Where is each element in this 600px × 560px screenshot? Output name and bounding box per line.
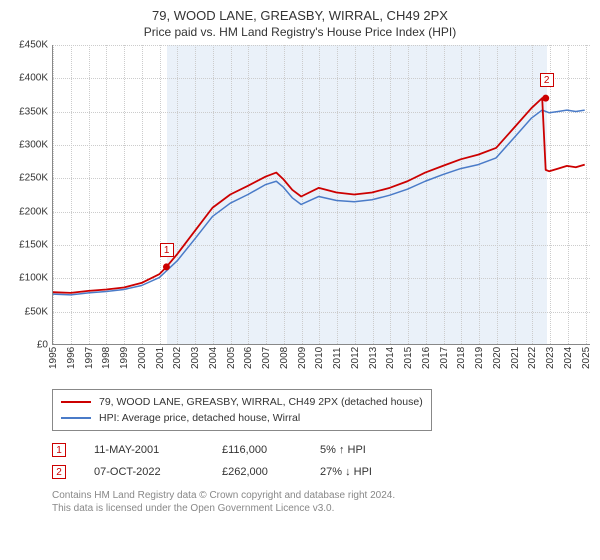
x-tick-label: 2005 [226,347,237,369]
sale-marker-dot [542,95,549,102]
y-tick-label: £200K [19,206,48,217]
legend-item: HPI: Average price, detached house, Wirr… [61,410,423,426]
legend-swatch [61,401,91,403]
sales-table: 1 11-MAY-2001 £116,000 5% ↑ HPI 2 07-OCT-2022… [52,439,590,483]
sale-marker-box: 1 [160,243,174,257]
x-tick-label: 2019 [474,347,485,369]
x-tick-label: 2013 [368,347,379,369]
x-tick-label: 2009 [297,347,308,369]
chart-subtitle: Price paid vs. HM Land Registry's House … [10,25,590,39]
x-tick-label: 2022 [527,347,538,369]
chart-container: 79, WOOD LANE, GREASBY, WIRRAL, CH49 2PX… [0,0,600,521]
x-tick-label: 2002 [172,347,183,369]
y-tick-label: £350K [19,106,48,117]
x-tick-label: 1996 [66,347,77,369]
y-tick-label: £250K [19,173,48,184]
x-tick-label: 2024 [563,347,574,369]
x-tick-label: 2010 [314,347,325,369]
x-tick-label: 1997 [84,347,95,369]
y-tick-label: £300K [19,140,48,151]
footer-line: Contains HM Land Registry data © Crown c… [52,489,590,502]
x-tick-label: 2000 [137,347,148,369]
sale-row: 2 07-OCT-2022 £262,000 27% ↓ HPI [52,461,590,483]
x-tick-label: 2011 [332,347,343,369]
y-tick-label: £400K [19,73,48,84]
plot-area: 12 [52,45,590,345]
sale-row-marker: 2 [52,465,66,479]
sale-date: 07-OCT-2022 [94,466,194,478]
x-tick-label: 2001 [155,347,166,369]
series-property [53,98,585,293]
title-block: 79, WOOD LANE, GREASBY, WIRRAL, CH49 2PX… [10,8,590,39]
y-tick-label: £50K [25,306,48,317]
sale-price: £262,000 [222,466,292,478]
legend-label: 79, WOOD LANE, GREASBY, WIRRAL, CH49 2PX… [99,396,423,408]
x-tick-label: 1999 [119,347,130,369]
x-tick-label: 1998 [101,347,112,369]
x-tick-label: 2023 [545,347,556,369]
sale-vs-hpi: 5% ↑ HPI [320,444,410,456]
y-tick-label: £150K [19,240,48,251]
y-tick-label: £450K [19,40,48,51]
y-tick-label: £0 [37,340,48,351]
footer-line: This data is licensed under the Open Gov… [52,502,590,515]
x-tick-label: 2021 [510,347,521,369]
x-tick-label: 2012 [350,347,361,369]
x-tick-label: 2025 [581,347,592,369]
y-axis: £0£50K£100K£150K£200K£250K£300K£350K£400… [10,45,52,345]
x-tick-label: 2006 [243,347,254,369]
sale-row-marker: 1 [52,443,66,457]
sale-marker-dot [163,263,170,270]
sale-price: £116,000 [222,444,292,456]
x-tick-label: 2016 [421,347,432,369]
x-tick-label: 2003 [190,347,201,369]
x-tick-label: 2007 [261,347,272,369]
chart-area: £0 £50K £100K £150K £200K £250K £300K £350K £400… [10,45,590,385]
legend-label: HPI: Average price, detached house, Wirr… [99,412,300,424]
sale-date: 11-MAY-2001 [94,444,194,456]
x-tick-label: 1995 [48,347,59,369]
y-tick-label: £100K [19,273,48,284]
footer-attribution: Contains HM Land Registry data © Crown c… [52,489,590,515]
x-tick-label: 2015 [403,347,414,369]
x-tick-label: 2014 [385,347,396,369]
legend-item: 79, WOOD LANE, GREASBY, WIRRAL, CH49 2PX… [61,394,423,410]
legend-box: 79, WOOD LANE, GREASBY, WIRRAL, CH49 2PX… [52,389,432,431]
sale-row: 1 11-MAY-2001 £116,000 5% ↑ HPI [52,439,590,461]
x-axis: 1995199619971998199920002001200220032004… [52,345,590,385]
sale-marker-box: 2 [540,73,554,87]
chart-title: 79, WOOD LANE, GREASBY, WIRRAL, CH49 2PX [10,8,590,23]
legend-swatch [61,417,91,419]
x-tick-label: 2018 [456,347,467,369]
x-tick-label: 2008 [279,347,290,369]
sale-vs-hpi: 27% ↓ HPI [320,466,410,478]
chart-svg [53,45,590,344]
x-tick-label: 2004 [208,347,219,369]
x-tick-label: 2020 [492,347,503,369]
x-tick-label: 2017 [439,347,450,369]
